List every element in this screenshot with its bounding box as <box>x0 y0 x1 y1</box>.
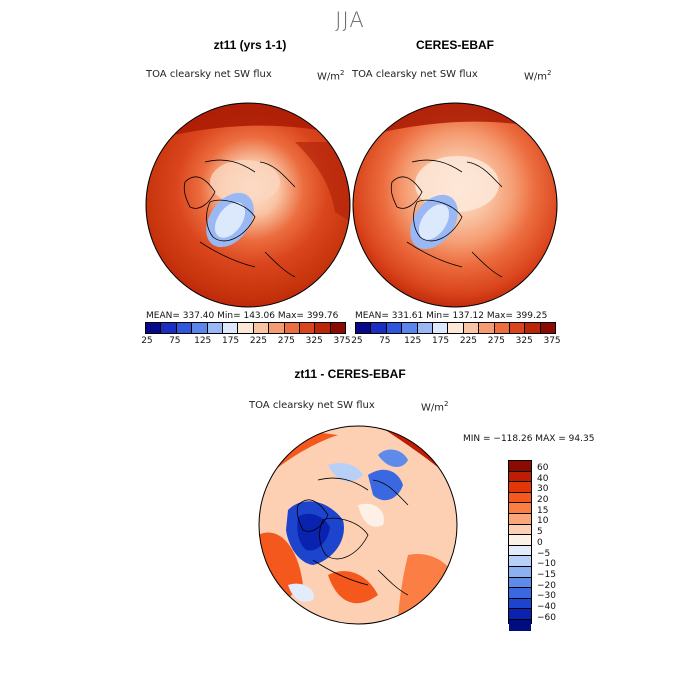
panel2-colorbar-swatch <box>356 323 372 333</box>
panel1-colorbar-swatch <box>146 323 162 333</box>
panel1-colorbar-tick-label: 375 <box>333 336 351 346</box>
diff-colorbar-tick-label: −20 <box>537 580 556 591</box>
panel1-colorbar <box>145 322 346 334</box>
diff-colorbar-tick-label: −5 <box>537 548 551 559</box>
panel2-colorbar-tick-label: 175 <box>431 336 450 346</box>
diff-colorbar-swatch <box>509 461 531 472</box>
panel2-colorbar-swatch <box>525 323 541 333</box>
diff-colorbar-swatch <box>509 588 531 599</box>
diff-colorbar-tick-label: 15 <box>537 505 549 516</box>
diff-field-label: TOA clearsky net SW flux <box>249 400 375 411</box>
panel1-colorbar-swatch <box>238 323 254 333</box>
panel1-colorbar-swatch <box>284 323 300 333</box>
panel2-colorbar-swatch <box>432 323 449 333</box>
panel2-colorbar-swatch <box>540 323 556 333</box>
diff-colorbar-swatch <box>509 577 531 589</box>
panel2-colorbar-tick-label: 25 <box>351 336 363 346</box>
diff-colorbar-swatch <box>509 513 531 525</box>
panel1-colorbar-swatch <box>176 323 193 333</box>
diff-colorbar-tick-label: −15 <box>537 569 556 580</box>
panel2-colorbar-swatch <box>479 323 495 333</box>
panel1-colorbar-ticks: 25 75 125 175 225 275 325 375 <box>133 336 356 346</box>
diff-units: W/m2 <box>421 400 449 414</box>
panel1-colorbar-tick-label: 25 <box>141 336 153 346</box>
diff-colorbar-swatch <box>509 619 531 631</box>
diff-colorbar-swatch <box>509 545 531 557</box>
panel1-colorbar-tick-label: 175 <box>221 336 240 346</box>
panel2-colorbar-tick-label: 325 <box>515 336 533 346</box>
panel1-colorbar-tick-label: 225 <box>249 336 268 346</box>
diff-colorbar-swatch <box>509 556 531 567</box>
season-title: JJA <box>335 8 365 32</box>
panel1-title: zt11 (yrs 1-1) <box>213 38 287 52</box>
panel2-colorbar-tick-label: 75 <box>379 336 391 346</box>
diff-colorbar-tick-label: 0 <box>537 537 543 548</box>
diff-colorbar-swatch <box>509 471 531 483</box>
panel1-stats: MEAN= 337.40 Min= 143.06 Max= 399.76 <box>146 311 339 321</box>
panel2-units: W/m2 <box>524 69 552 83</box>
panel2-colorbar-swatch <box>371 323 387 333</box>
diff-colorbar-swatch <box>509 482 531 493</box>
diff-colorbar-tick-label: 40 <box>537 473 549 484</box>
diff-colorbar-tick-label: 10 <box>537 516 549 527</box>
panel1-colorbar-swatch <box>330 323 346 333</box>
diff-colorbar-tick-label: −60 <box>537 612 556 623</box>
diff-colorbar-swatch <box>509 535 531 546</box>
panel2-colorbar-swatch <box>386 323 403 333</box>
panel2-colorbar-swatch <box>402 323 418 333</box>
diff-colorbar-swatch <box>509 598 531 610</box>
diff-colorbar-tick-label: 20 <box>537 495 549 506</box>
diff-colorbar-swatch <box>509 566 531 578</box>
panel2-colorbar-swatch <box>509 323 526 333</box>
diff-colorbar-ticks: 60 40 30 20 15 10 5 0 −5 −10 −15 −20 −30 −40 −60 <box>537 463 556 623</box>
panel1-colorbar-swatch <box>253 323 270 333</box>
diff-colorbar-tick-label: −30 <box>537 591 556 602</box>
diff-colorbar-swatch <box>509 492 531 504</box>
panel1-colorbar-swatch <box>222 323 239 333</box>
panel1-colorbar-swatch <box>315 323 331 333</box>
diff-title: zt11 - CERES-EBAF <box>294 367 406 381</box>
panel1-colorbar-tick-label: 75 <box>169 336 181 346</box>
panel1-colorbar-swatch <box>161 323 177 333</box>
panel1-polar-map <box>145 102 351 308</box>
panel2-colorbar-swatch <box>463 323 480 333</box>
diff-colorbar-tick-label: 30 <box>537 484 549 495</box>
panel1-colorbar-swatch <box>207 323 223 333</box>
panel2-colorbar-tick-label: 125 <box>404 336 422 346</box>
diff-colorbar-swatch <box>509 609 531 620</box>
panel2-colorbar-tick-label: 225 <box>459 336 478 346</box>
diff-colorbar-tick-label: 60 <box>537 463 549 473</box>
panel2-colorbar-ticks: 25 75 125 175 225 275 325 375 <box>343 336 566 346</box>
panel2-polar-map <box>352 102 558 308</box>
panel2-colorbar-tick-label: 375 <box>543 336 561 346</box>
panel2-colorbar-swatch <box>448 323 464 333</box>
diff-colorbar-tick-label: −10 <box>537 559 556 570</box>
panel2-title: CERES-EBAF <box>415 38 494 52</box>
diff-colorbar <box>508 460 532 631</box>
panel2-colorbar-tick-label: 275 <box>487 336 505 346</box>
diff-stats: MIN = −118.26 MAX = 94.35 <box>463 434 595 444</box>
diff-colorbar-swatch <box>509 503 531 514</box>
panel1-field-label: TOA clearsky net SW flux <box>146 69 272 80</box>
panel1-colorbar-tick-label: 125 <box>194 336 212 346</box>
panel2-field-label: TOA clearsky net SW flux <box>352 69 478 80</box>
panel1-colorbar-swatch <box>192 323 208 333</box>
panel2-stats: MEAN= 331.61 Min= 137.12 Max= 399.25 <box>355 311 548 321</box>
diff-colorbar-tick-label: 5 <box>537 527 543 538</box>
panel2-colorbar-swatch <box>417 323 433 333</box>
panel1-colorbar-swatch <box>299 323 316 333</box>
panel1-units: W/m2 <box>317 69 345 83</box>
panel2-colorbar-swatch <box>494 323 510 333</box>
diff-colorbar-swatch <box>509 524 531 536</box>
panel1-colorbar-swatch <box>269 323 285 333</box>
panel1-colorbar-tick-label: 275 <box>277 336 295 346</box>
panel1-colorbar-tick-label: 325 <box>305 336 323 346</box>
diff-polar-map <box>258 425 458 625</box>
diff-colorbar-tick-label: −40 <box>537 601 556 612</box>
panel2-colorbar <box>355 322 556 334</box>
